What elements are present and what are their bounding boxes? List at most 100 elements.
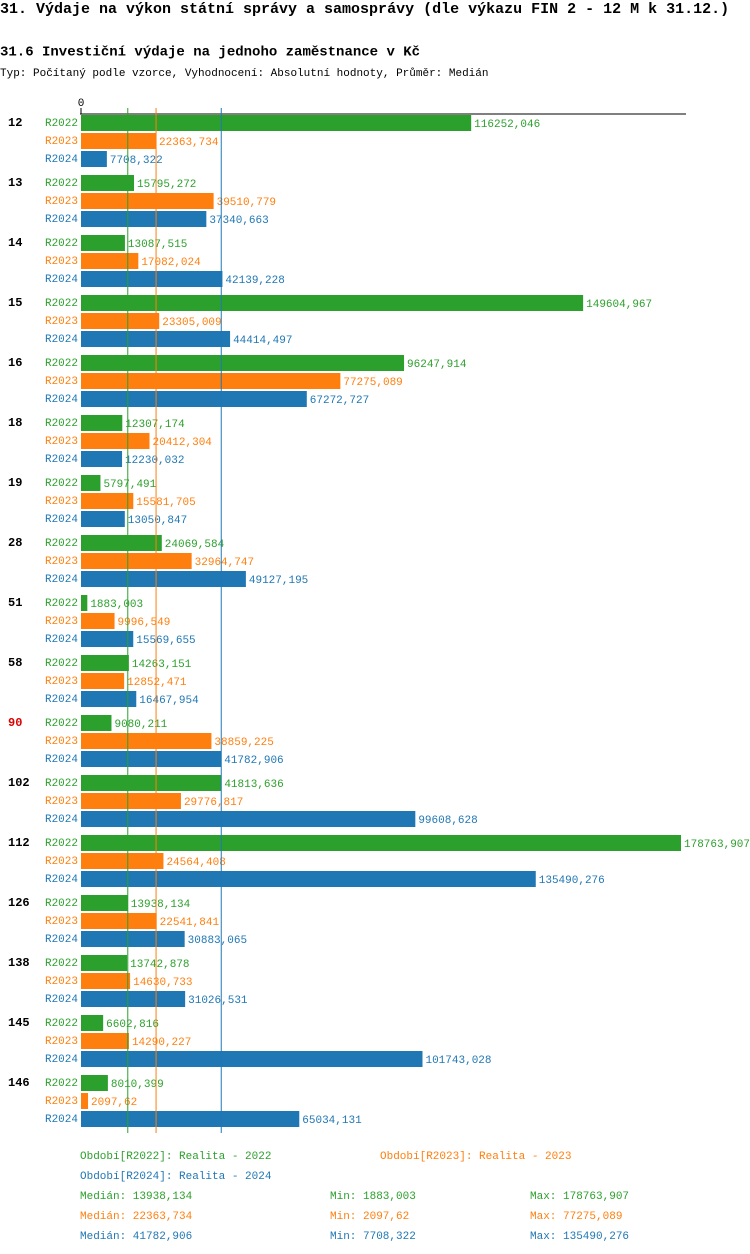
series-label: R2023	[45, 676, 78, 688]
category-label: 112	[8, 836, 30, 850]
value-label: 17082,024	[141, 257, 201, 269]
value-label: 8010,399	[111, 1079, 164, 1091]
bar	[81, 493, 134, 509]
series-label: R2024	[45, 694, 78, 706]
value-label: 24564,408	[166, 857, 225, 869]
bar	[81, 775, 222, 791]
series-label: R2024	[45, 1054, 78, 1066]
category-label: 28	[8, 536, 22, 550]
value-label: 77275,089	[343, 377, 402, 389]
series-label: R2022	[45, 1078, 78, 1090]
series-label: R2023	[45, 916, 78, 928]
value-label: 37340,663	[209, 215, 268, 227]
bar	[81, 631, 134, 647]
series-label: R2022	[45, 118, 78, 130]
bar	[81, 1075, 108, 1091]
chart-description: Typ: Počítaný podle vzorce, Vyhodnocení:…	[0, 67, 488, 80]
series-label: R2023	[45, 796, 78, 808]
value-label: 149604,967	[586, 299, 652, 311]
category-label: 102	[8, 776, 30, 790]
series-label: R2022	[45, 238, 78, 250]
value-label: 99608,628	[418, 815, 477, 827]
value-label: 2097,62	[91, 1097, 137, 1109]
category-label: 19	[8, 476, 22, 490]
bar	[81, 193, 214, 209]
median-stat: Medián: 41782,906	[80, 1231, 192, 1243]
value-label: 31026,531	[188, 995, 248, 1007]
bar	[81, 655, 129, 671]
bar	[81, 715, 112, 731]
bar	[81, 835, 681, 851]
bar	[81, 571, 246, 587]
category-label: 18	[8, 416, 22, 430]
value-label: 22363,734	[159, 137, 219, 149]
series-label: R2023	[45, 1096, 78, 1108]
max-stat: Max: 135490,276	[530, 1231, 629, 1243]
value-label: 41813,636	[224, 779, 283, 791]
bar	[81, 673, 125, 689]
value-label: 14290,227	[132, 1037, 191, 1049]
bar	[81, 175, 135, 191]
series-label: R2024	[45, 214, 78, 226]
value-label: 49127,195	[249, 575, 308, 587]
value-label: 178763,907	[684, 839, 750, 851]
median-stat: Medián: 22363,734	[80, 1211, 193, 1223]
bar	[81, 451, 123, 467]
value-label: 39510,779	[217, 197, 276, 209]
value-label: 15569,655	[136, 635, 195, 647]
bar	[81, 1033, 129, 1049]
value-label: 116252,046	[474, 119, 540, 131]
series-label: R2022	[45, 718, 78, 730]
bar	[81, 793, 181, 809]
series-label: R2024	[45, 874, 78, 886]
series-label: R2024	[45, 334, 78, 346]
value-label: 96247,914	[407, 359, 467, 371]
bar	[81, 973, 131, 989]
series-label: R2023	[45, 556, 78, 568]
bar	[81, 553, 192, 569]
series-label: R2023	[45, 136, 78, 148]
bar	[81, 331, 231, 347]
category-label: 14	[8, 236, 22, 250]
series-label: R2022	[45, 298, 78, 310]
value-label: 135490,276	[539, 875, 605, 887]
bar	[81, 931, 185, 947]
category-label: 13	[8, 176, 22, 190]
series-label: R2024	[45, 574, 78, 586]
x-tick-label: 0	[78, 98, 85, 110]
series-label: R2022	[45, 538, 78, 550]
series-label: R2024	[45, 754, 78, 766]
series-label: R2023	[45, 496, 78, 508]
series-label: R2022	[45, 778, 78, 790]
series-label: R2022	[45, 178, 78, 190]
bar	[81, 913, 157, 929]
value-label: 42139,228	[225, 275, 284, 287]
value-label: 15795,272	[137, 179, 196, 191]
bar	[81, 1051, 423, 1067]
series-label: R2022	[45, 838, 78, 850]
series-label: R2024	[45, 274, 78, 286]
chart-subtitle: 31.6 Investiční výdaje na jednoho zaměst…	[0, 45, 420, 61]
series-label: R2022	[45, 958, 78, 970]
value-label: 9996,549	[118, 617, 171, 629]
series-label: R2024	[45, 814, 78, 826]
category-label: 146	[8, 1076, 30, 1090]
bar	[81, 253, 139, 269]
series-label: R2022	[45, 418, 78, 430]
bar	[81, 853, 164, 869]
category-label: 138	[8, 956, 30, 970]
series-label: R2024	[45, 454, 78, 466]
value-label: 5797,491	[103, 479, 156, 491]
value-label: 13938,134	[131, 899, 191, 911]
series-label: R2024	[45, 1114, 78, 1126]
bar	[81, 613, 115, 629]
series-label: R2022	[45, 358, 78, 370]
series-label: R2023	[45, 316, 78, 328]
value-label: 1883,003	[90, 599, 143, 611]
value-label: 13050,847	[128, 515, 187, 527]
min-stat: Min: 7708,322	[330, 1231, 416, 1243]
series-label: R2023	[45, 736, 78, 748]
bar	[81, 895, 128, 911]
bar	[81, 235, 125, 251]
category-label: 16	[8, 356, 22, 370]
